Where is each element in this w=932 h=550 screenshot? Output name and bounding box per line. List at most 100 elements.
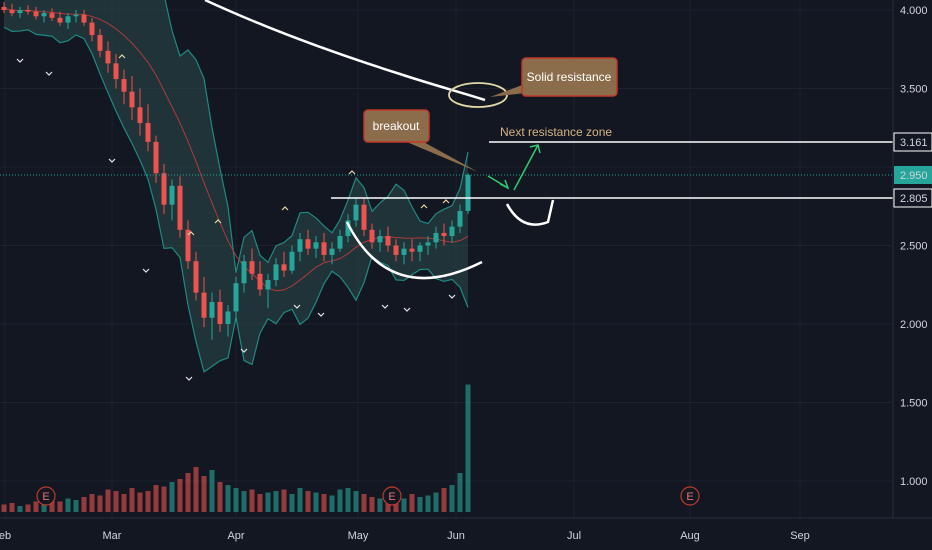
price-label-box — [893, 188, 932, 208]
volume-bar — [313, 492, 319, 512]
candle-body — [89, 22, 95, 36]
volume-bar — [457, 473, 463, 512]
price-label-text: 3.161 — [900, 137, 928, 149]
volume-bar — [185, 473, 191, 512]
price-tick-label: 1.000 — [900, 476, 928, 488]
fractal-up-marker — [442, 199, 450, 204]
candle-body — [345, 220, 351, 237]
volume-bar — [441, 488, 447, 512]
candle-body — [209, 302, 215, 318]
volume-bar — [369, 497, 375, 512]
candle-body — [33, 11, 39, 17]
volume-bar — [105, 489, 111, 512]
fractal-down-marker — [142, 268, 150, 273]
volume-bar — [345, 488, 351, 512]
candle-body — [241, 261, 247, 284]
candle-body — [153, 141, 159, 174]
volume-bar — [281, 489, 287, 512]
time-tick-label: Aug — [680, 530, 700, 542]
candle-body — [329, 248, 335, 255]
volume-bar — [9, 503, 15, 512]
candle-body — [321, 242, 327, 255]
fractal-up-marker — [187, 231, 195, 236]
candle-body — [49, 13, 55, 18]
candle-body — [1, 6, 7, 10]
candle-body — [289, 251, 295, 271]
candle-body — [113, 63, 119, 80]
price-label-box — [893, 132, 932, 152]
fractal-down-marker — [448, 294, 456, 299]
volume-bar — [337, 489, 343, 512]
solid-resistance-callout — [521, 57, 618, 97]
volume-bar — [265, 492, 271, 512]
fractal-up-marker — [348, 170, 356, 175]
volume-bar — [97, 495, 103, 512]
volume-bar — [193, 467, 199, 512]
price-tick-label: 2.500 — [900, 241, 928, 253]
volume-bar — [209, 470, 215, 512]
handle-curve — [505, 199, 555, 226]
fractal-down-marker — [381, 304, 389, 309]
price-tick-label: 3.500 — [900, 84, 928, 96]
candle-body — [9, 10, 15, 14]
candle-body — [377, 236, 383, 243]
candle-body — [225, 311, 231, 324]
volume-bar — [41, 503, 47, 512]
earnings-badge — [36, 486, 56, 506]
fractal-up-marker — [420, 204, 428, 209]
moving-average-red — [3, 7, 469, 292]
band-upper — [164, 0, 469, 273]
candle-body — [177, 185, 183, 230]
volume-bar — [1, 504, 7, 512]
candle-body — [313, 242, 319, 249]
price-axis: 4.000 3.500 2.500 2.000 1.500 1.000 — [900, 5, 928, 488]
fractal-down-marker — [185, 376, 193, 381]
volume-bar — [433, 492, 439, 512]
band-fill — [4, 0, 468, 372]
price-labels: 3.161 2.950 2.805 — [893, 132, 932, 208]
volume-bar — [89, 494, 95, 512]
time-tick-label: Mar — [103, 530, 122, 542]
volume-bar — [33, 501, 39, 512]
fractal-down-marker — [240, 348, 248, 353]
volume-bar — [121, 494, 127, 512]
candle-body — [465, 174, 471, 211]
candle-body — [73, 14, 79, 17]
candle-body — [401, 248, 407, 255]
candle-body — [65, 16, 71, 23]
volume-bar — [153, 485, 159, 512]
candle-body — [137, 107, 143, 124]
candle-body — [129, 91, 135, 108]
price-tick-label: 2.000 — [900, 319, 928, 331]
volume-bar — [169, 482, 175, 512]
candle-body — [257, 273, 263, 290]
volume-bar — [257, 494, 263, 512]
candle-body — [17, 10, 23, 14]
solid-resistance-label: Solid resistance — [527, 70, 612, 84]
time-tick-label: May — [348, 530, 369, 542]
candle-body — [201, 292, 207, 318]
earnings-badge — [382, 486, 402, 506]
time-tick-label: Jul — [567, 530, 581, 542]
candle-body — [417, 245, 423, 252]
breakout-label: breakout — [373, 119, 420, 133]
candle-body — [233, 283, 239, 312]
volume-bar — [25, 504, 31, 512]
fractal-down-marker — [317, 312, 325, 317]
candle-body — [433, 232, 439, 243]
volume-bar — [49, 500, 55, 512]
candle-body — [193, 261, 199, 293]
candle-body — [305, 239, 311, 249]
time-tick-label: Apr — [227, 530, 244, 542]
volume-bar — [177, 479, 183, 512]
volume-bar — [353, 491, 359, 512]
fractal-markers — [16, 54, 456, 381]
candle-body — [457, 210, 463, 227]
volume-bar — [377, 498, 383, 512]
volume-bar — [137, 492, 143, 512]
volume-bar — [329, 495, 335, 512]
volume-bar — [465, 384, 471, 512]
volume-bar — [305, 491, 311, 512]
